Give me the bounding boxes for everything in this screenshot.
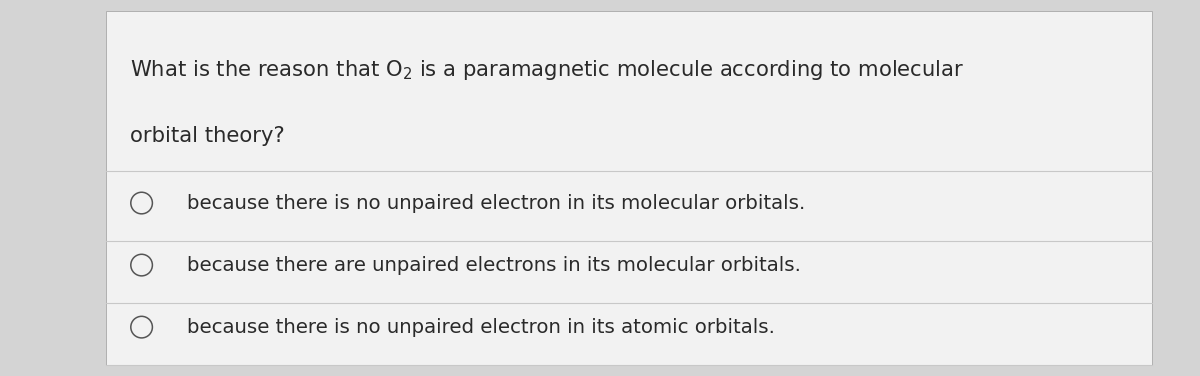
Text: because there is no unpaired electron in its molecular orbitals.: because there is no unpaired electron in… [187,194,805,212]
Text: What is the reason that O$_2$ is a paramagnetic molecule according to molecular: What is the reason that O$_2$ is a param… [130,58,964,82]
Text: orbital theory?: orbital theory? [130,126,284,146]
Text: because there is no unpaired electron in its atomic orbitals.: because there is no unpaired electron in… [187,318,775,337]
Text: because there are unpaired electrons in its molecular orbitals.: because there are unpaired electrons in … [187,256,802,274]
FancyBboxPatch shape [106,11,1152,365]
